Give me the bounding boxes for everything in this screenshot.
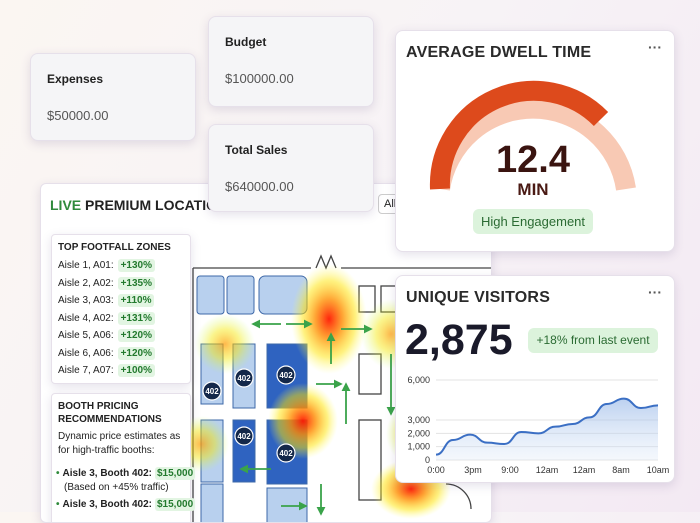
dwell-value: 12.4 [496,139,570,181]
pricing-row: • Aisle 3, Booth 402: $15,000 [56,498,196,511]
zone-name: Aisle 3, A03: [58,295,114,306]
booth-label: 402 [237,374,251,383]
booth-label: 402 [205,387,219,396]
booth-marker [234,368,254,388]
pricing-title: BOOTH PRICING RECOMMENDATIONS [58,401,162,425]
pricing-price: $15,000 [154,498,196,511]
pricing-name: Aisle 3, Booth 402: [62,499,152,510]
pricing-name: Aisle 3, Booth 402: [62,468,152,479]
zone-row: Aisle 6, A06: +120% [58,346,156,360]
card-label: Expenses [47,72,104,86]
card-value: $50000.00 [47,108,109,123]
pricing-price: $15,000 [154,467,196,480]
x-tick-label: 0:00 [427,465,445,475]
live-title-rest: PREMIUM LOCATIONS [85,197,237,213]
visitors-value: 2,875 [405,316,513,364]
booth-label: 402 [279,449,293,458]
x-tick-label: 12am [536,465,559,475]
zone-name: Aisle 6, A06: [58,347,114,359]
bullet: • [56,468,60,479]
booth-marker [234,426,254,446]
card-value: $640000.00 [225,179,294,194]
zone-delta: +110% [117,294,155,307]
menu[interactable]: ··· [648,39,662,55]
visitors-card: UNIQUE VISITORS ··· 2,875 +18% from last… [395,275,675,483]
visitors-title: UNIQUE VISITORS [406,289,551,306]
y-tick-label: 3,000 [407,415,430,425]
y-tick-label: 1,000 [407,442,430,452]
card-label: Total Sales [225,143,288,157]
dwell-title: AVERAGE DWELL TIME [406,44,592,61]
zone-name: Aisle 4, A02: [58,312,114,324]
pricing-row: • Aisle 3, Booth 402: $15,000 [56,467,196,480]
booth-marker [276,365,296,385]
budget-card: Budget $100000.00 [208,16,374,107]
flow-arrows [239,319,396,516]
zone-row: Aisle 2, A02: +135% [58,276,156,290]
bullet: • [56,499,60,510]
zone-delta: +135% [117,276,156,290]
live-accent: LIVE [50,197,82,213]
x-tick-label: 12am [573,465,596,475]
card-label: Budget [225,35,267,49]
x-tick-label: 10am [647,465,670,475]
zone-name: Aisle 5, A06: [58,330,114,341]
booth-label: 402 [279,371,293,380]
x-tick-label: 3pm [464,465,482,475]
zone-row: Aisle 4, A02: +131% [58,311,156,325]
booth-marker [202,381,222,401]
zone-delta: +130% [117,259,156,272]
zone-delta: +120% [117,329,156,342]
area [436,398,658,460]
pricing-card: BOOTH PRICING RECOMMENDATIONS Dynamic pr… [51,393,196,522]
sales-card: Total Sales $640000.00 [208,124,374,212]
line [435,397,659,456]
y-tick-label: 2,000 [407,428,430,438]
zone-row: Aisle 3, A03: +110% [58,294,155,307]
zone-delta: +131% [117,311,156,325]
pricing-description: Dynamic price estimates as for high-traf… [58,431,181,456]
zone-delta: +120% [117,346,156,360]
gauge [429,80,636,191]
visitors-badge: +18% from last event [528,328,658,353]
menu[interactable]: ··· [648,284,662,300]
live-title: LIVE PREMIUM LOCATIONS [50,197,236,213]
dwell-card: AVERAGE DWELL TIME ··· 12.4 MIN High Eng… [395,30,675,252]
zone-name: Aisle 1, A01: [58,260,114,271]
zones-title: TOP FOOTFALL ZONES [58,242,171,253]
y-tick-label: 0 [425,455,430,465]
zone-delta: +100% [117,364,156,377]
booth-label: 402 [237,432,251,441]
zone-name: Aisle 7, A07: [58,365,114,376]
zone-name: Aisle 2, A02: [58,277,114,289]
x-tick-label: 9:00 [501,465,519,475]
zone-row: Aisle 7, A07: +100% [58,364,156,377]
dwell-badge: High Engagement [473,209,593,234]
zones-card: TOP FOOTFALL ZONES Aisle 1, A01: +130% Ais… [51,234,191,384]
dwell-unit: MIN [517,180,549,199]
pricing-note: (Based on +45% traffic) [64,482,169,493]
x-tick-label: 8am [612,465,630,475]
y-tick-label: 6,000 [407,375,430,385]
visitors-chart: 0 1,000 2,000 3,000 6,000 0:00 3pm 9:00 12am 12am… [407,375,670,475]
zone-row: Aisle 5, A06: +120% [58,329,156,342]
card-value: $100000.00 [225,71,294,86]
expenses-card: Expenses $50000.00 [30,53,196,141]
gauge-fill [429,80,609,190]
zone-row: Aisle 1, A01: +130% [58,259,156,272]
booth-marker [276,443,296,463]
